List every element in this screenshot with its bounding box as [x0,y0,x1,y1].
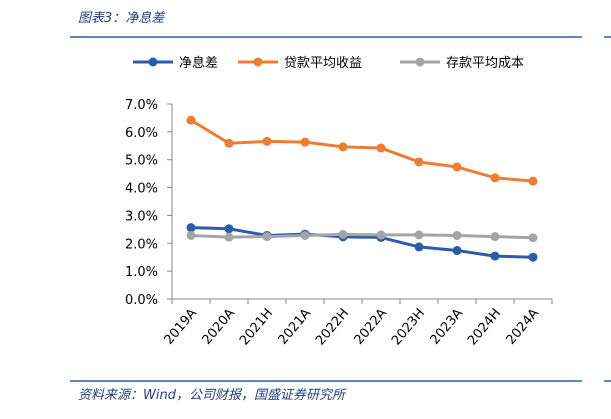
y-tick-label: 2.0% [125,237,158,252]
x-tick-label: 2022H [313,306,352,348]
point [224,232,234,242]
point [490,251,500,261]
legend-marker [148,57,158,67]
y-tick-label: 5.0% [125,154,158,169]
point [528,252,538,262]
point [224,138,234,148]
legend-marker [415,57,425,67]
point [452,230,462,240]
x-tick-label: 2021A [276,306,315,348]
point [490,173,500,183]
point [414,242,424,252]
legend-label: 净息差 [179,55,218,71]
y-tick-label: 4.0% [125,182,158,197]
point [262,232,272,242]
point [300,230,310,240]
point [490,232,500,242]
x-tick-label: 2024H [465,306,504,348]
point [414,157,424,167]
point [452,162,462,172]
point [300,137,310,147]
x-tick-label: 2024A [504,306,543,348]
legend-label: 存款平均成本 [446,56,524,71]
header-title: 图表3：净息差 [78,10,166,26]
point [376,230,386,240]
y-tick-label: 0.0% [125,293,158,308]
point [186,115,196,125]
x-tick-label: 2021H [237,306,276,348]
x-tick-label: 2023A [428,306,467,348]
y-tick-label: 6.0% [125,126,158,141]
point [452,246,462,256]
point [186,230,196,240]
series-line [190,118,534,183]
point [338,142,348,152]
x-tick-label: 2020A [200,306,239,348]
y-tick-label: 1.0% [125,265,158,280]
point [528,233,538,243]
x-tick-label: 2019A [162,306,201,348]
x-tick-label: 2022A [352,306,391,348]
series-line [190,232,534,240]
point [376,143,386,153]
y-tick-label: 7.0% [125,98,158,113]
legend-marker [253,57,263,67]
source-note: 资料来源：Wind，公司财报，国盛证券研究所 [78,387,347,403]
legend-label: 贷款平均收益 [284,56,362,71]
y-tick-label: 3.0% [125,209,158,224]
x-tick-label: 2023H [389,306,428,348]
point [262,136,272,146]
point [414,230,424,240]
point [528,176,538,186]
point [186,223,196,233]
series-line [190,226,534,259]
point [338,229,348,239]
point [224,224,234,234]
